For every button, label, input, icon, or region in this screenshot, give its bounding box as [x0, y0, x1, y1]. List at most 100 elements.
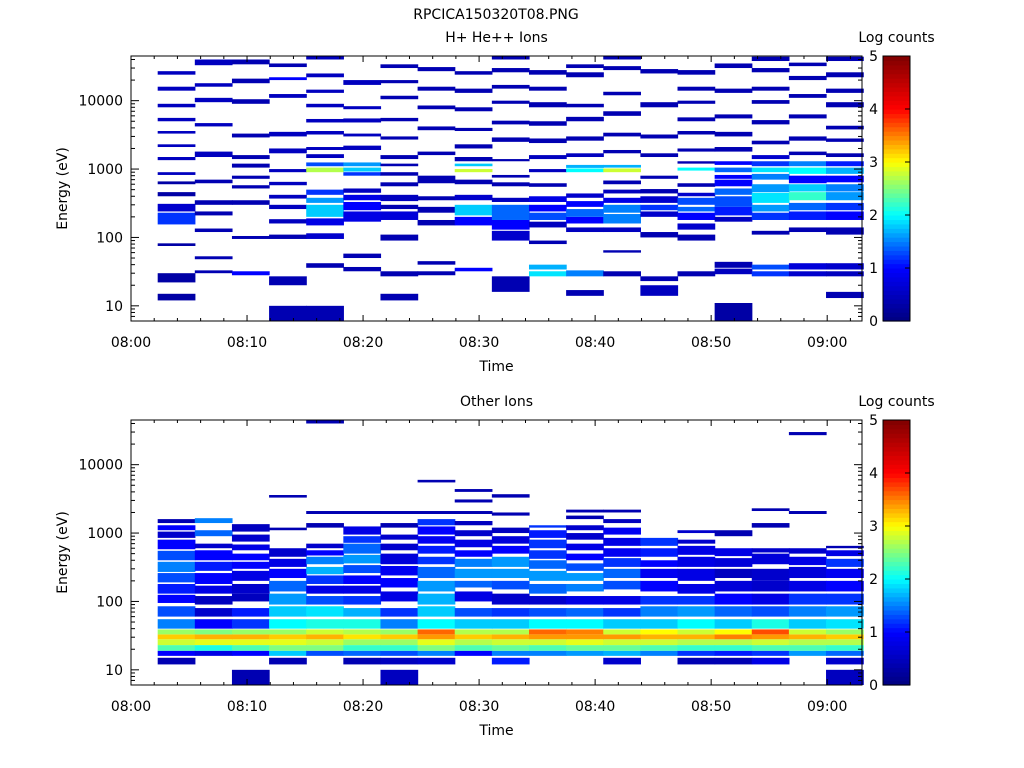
heatmap-cell [380, 211, 419, 220]
colorbar-segment [883, 135, 910, 141]
colorbar-segment [883, 512, 910, 518]
colorbar: 0 1 2 3 4 5 Log counts [858, 30, 934, 330]
heatmap-cell [528, 169, 567, 173]
heatmap-cell [343, 565, 382, 574]
heatmap-cell [306, 523, 344, 528]
y-tick-label: 100 [96, 594, 123, 610]
colorbar-segment [883, 60, 910, 66]
heatmap-cell [157, 157, 196, 161]
colorbar-segment [883, 228, 910, 234]
heatmap-cell [566, 650, 604, 656]
colorbar-segment [883, 276, 910, 282]
heatmap-cell [380, 645, 419, 651]
heatmap-cell [194, 83, 233, 87]
heatmap-cell [714, 657, 753, 665]
heatmap-cell [566, 596, 604, 605]
heatmap-cell [417, 86, 456, 91]
plot-frame [130, 419, 863, 686]
heatmap-cell [640, 134, 679, 139]
heatmap-cell [343, 629, 382, 635]
heatmap-cell [603, 619, 641, 629]
heatmap-cell [714, 580, 753, 592]
heatmap-cell [231, 59, 270, 65]
heatmap-cell [194, 639, 233, 646]
colorbar-segment [883, 307, 910, 313]
heatmap-cell [194, 179, 233, 184]
colorbar-segment [883, 592, 910, 598]
colorbar-segment [883, 188, 910, 194]
heatmap-cell [603, 197, 641, 203]
colorbar-segment [883, 464, 910, 470]
colorbar-segment [883, 250, 910, 256]
heatmap-cell [528, 196, 567, 202]
heatmap-cell [528, 221, 567, 228]
heatmap-cell [714, 645, 753, 651]
heatmap-cell [603, 56, 641, 60]
heatmap-cell [380, 194, 419, 202]
heatmap-cell [231, 639, 270, 646]
heatmap-cell [157, 645, 196, 651]
heatmap-cell [343, 526, 382, 535]
colorbar-segment [883, 166, 910, 172]
heatmap-cell [380, 591, 419, 602]
heatmap-cell [380, 608, 419, 617]
heatmap-cell [677, 161, 716, 164]
heatmap-cell [677, 629, 716, 635]
heatmap-cell [714, 548, 753, 557]
heatmap-cell [788, 227, 827, 233]
heatmap-cell [491, 650, 530, 656]
heatmap-cell [343, 645, 382, 651]
heatmap-cell [714, 161, 753, 165]
heatmap-cell [603, 168, 641, 173]
heatmap-cell [751, 645, 790, 651]
heatmap-cell [528, 619, 567, 629]
heatmap-cell [566, 64, 604, 69]
heatmap-cell [491, 219, 530, 230]
colorbar-segment [883, 649, 910, 655]
heatmap-cell [380, 553, 419, 565]
heatmap-cell [306, 263, 344, 268]
heatmap-cell [417, 606, 456, 617]
heatmap-cell [826, 211, 864, 220]
heatmap-cell [491, 276, 530, 292]
heatmap-cell [306, 204, 344, 217]
heatmap-cell [677, 192, 716, 197]
heatmap-cell [491, 593, 530, 605]
heatmap-cell [826, 545, 864, 549]
heatmap-cell [231, 271, 270, 276]
heatmap-cell [491, 634, 530, 640]
colorbar-segment [883, 56, 910, 62]
heatmap-cell [603, 66, 641, 71]
heatmap-cell [603, 650, 641, 656]
heatmap-cell [640, 568, 679, 579]
heatmap-cell [306, 650, 344, 656]
colorbar-segment [883, 517, 910, 523]
heatmap-cell [677, 650, 716, 656]
heatmap-cell [714, 619, 753, 629]
heatmap-cell [306, 89, 344, 93]
heatmap-cell [343, 106, 382, 110]
heatmap-cell [343, 619, 382, 629]
heatmap-cell [566, 583, 604, 592]
heatmap-cell [751, 553, 790, 565]
colorbar-segment [883, 157, 910, 163]
heatmap-cell [566, 193, 604, 198]
heatmap-cell [788, 548, 827, 554]
heatmap-cell [157, 86, 196, 91]
heatmap-cell [677, 131, 716, 135]
heatmap-cell [269, 593, 307, 605]
heatmap-cell [677, 556, 716, 567]
heatmap-cell [714, 568, 753, 579]
heatmap-cell [157, 144, 196, 148]
heatmap-cell [454, 591, 493, 602]
heatmap-cell [788, 114, 827, 119]
heatmap-cell [528, 121, 567, 126]
y-tick-label: 10 [105, 663, 123, 679]
heatmap-cell [640, 596, 679, 605]
heatmap-cell [640, 639, 679, 646]
colorbar-segment [883, 285, 910, 291]
heatmap-cell [306, 131, 344, 135]
x-tick-label: 08:20 [343, 335, 383, 351]
heatmap-cell [194, 608, 233, 617]
heatmap-cell [491, 84, 530, 89]
